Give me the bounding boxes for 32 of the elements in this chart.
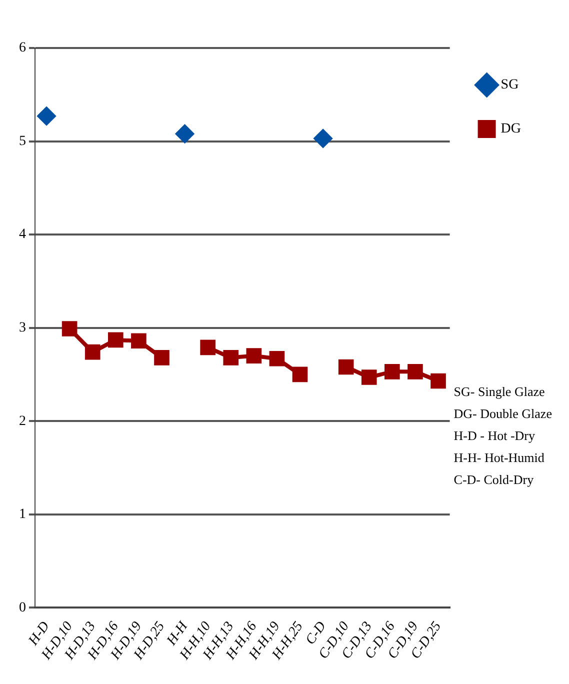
point (269, 350, 285, 366)
point (131, 333, 146, 349)
point (246, 348, 262, 364)
text: H-D - Hot -Dry (454, 428, 536, 443)
point (314, 129, 332, 148)
point (361, 370, 377, 385)
point (200, 340, 216, 356)
point (223, 350, 239, 366)
point (292, 366, 308, 382)
point (108, 332, 124, 348)
text: H-H- Hot-Humid (454, 450, 545, 465)
point (338, 359, 354, 375)
y-tick-label: 2 (19, 414, 26, 429)
y-tick-label: 1 (19, 507, 26, 522)
point (430, 373, 446, 389)
y-tick-label: 3 (19, 320, 26, 336)
point (176, 124, 194, 143)
point (62, 321, 78, 336)
point (154, 350, 170, 366)
y-tick-label: 6 (19, 40, 26, 56)
y-tick-label: 5 (19, 134, 26, 149)
text: SG- Single Glaze (454, 384, 545, 399)
y-tick-label: 0 (19, 600, 26, 616)
legend-label: DG (500, 122, 522, 137)
point (408, 364, 423, 380)
legend-label: SG (500, 78, 519, 93)
y-tick-label: 4 (19, 227, 26, 242)
point (84, 344, 100, 360)
point (384, 364, 400, 380)
point (38, 107, 56, 126)
text: DG- Double Glaze (454, 406, 552, 421)
text: C-D- Cold-Dry (454, 472, 534, 487)
